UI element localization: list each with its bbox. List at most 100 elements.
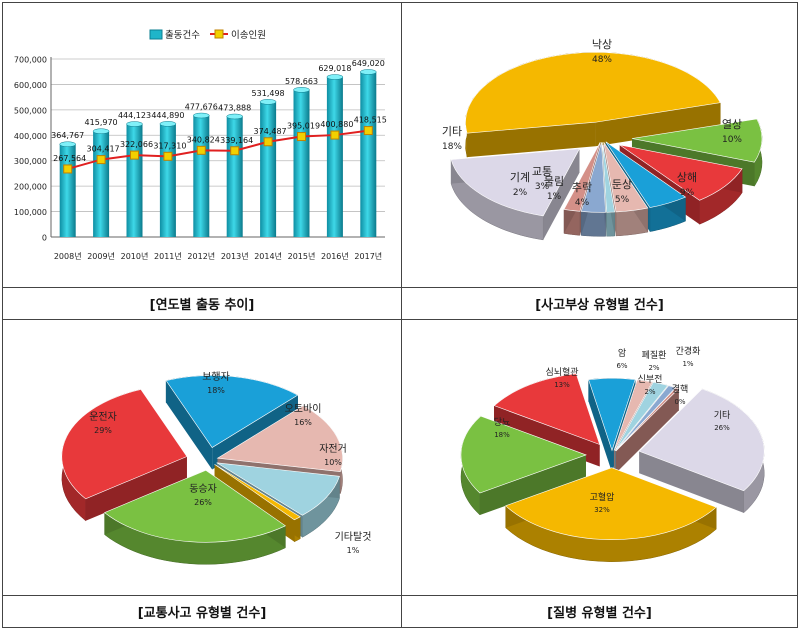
x-tick-label: 2009년	[87, 251, 115, 261]
pie-percent: 18%	[442, 142, 462, 152]
chart-traffic-types: 보행자 18% 오토바이 16% 자전거 10% 기타탈것 1% 동승자 26% 운전자 29%	[3, 320, 401, 595]
x-tick-label: 2008년	[54, 251, 82, 261]
pie-slice-face	[615, 388, 679, 473]
pie-percent: 3%	[535, 182, 550, 192]
line-value-label: 374,487	[254, 127, 287, 136]
bar-top	[226, 113, 243, 120]
bar-top	[293, 87, 310, 93]
pie-label: 동승자	[189, 483, 217, 495]
pie-percent: 18%	[207, 386, 225, 395]
pie-percent: 2%	[513, 188, 528, 198]
pie-percent: 10%	[324, 458, 342, 467]
pie-label: 기타	[714, 410, 731, 421]
pie-slice-1	[613, 379, 653, 451]
y-tick-label: 700,000	[14, 56, 47, 65]
bar-top	[193, 112, 210, 119]
pie-label: 폐질환	[642, 349, 667, 361]
pie-label: 둔상	[612, 178, 632, 191]
pie-slice-8	[493, 373, 601, 446]
pie-percent: 2%	[648, 364, 659, 372]
bar-dispatch	[260, 101, 277, 237]
caption-disease: [질병 유형별 건수]	[547, 606, 652, 621]
line-value-label: 395,019	[287, 122, 320, 131]
pie-percent: 48%	[592, 55, 612, 65]
line-marker	[297, 132, 306, 142]
pie-percent: 26%	[194, 498, 212, 507]
bar-value-label: 531,498	[252, 89, 285, 98]
pie-percent: 9%	[680, 188, 695, 198]
bar-dispatch	[326, 77, 343, 237]
pie-chart-traffic: 보행자 18% 오토바이 16% 자전거 10% 기타탈것 1% 동승자 26% 운전자 29%	[61, 371, 372, 565]
bar-value-label: 629,018	[318, 64, 351, 73]
pie-slice-6	[505, 467, 717, 540]
x-tick-label: 2011년	[154, 251, 182, 261]
grid-divider-vertical	[401, 3, 402, 627]
x-tick-label: 2014년	[254, 251, 282, 261]
pie-label: 물림	[544, 175, 564, 188]
pie-percent: 0%	[674, 398, 685, 406]
pie-label: 신부전	[638, 374, 663, 385]
pie-label: 자전거	[319, 443, 347, 455]
bar-value-label: 415,970	[85, 118, 118, 127]
pie-slice-0	[165, 375, 299, 448]
x-tick-label: 2017년	[354, 251, 382, 261]
pie-label: 상해	[677, 170, 697, 184]
pie-label: 기타탈것	[335, 530, 372, 543]
pie-slice-3	[214, 464, 301, 521]
line-value-label: 339,164	[220, 136, 253, 145]
pie-percent: 29%	[94, 426, 112, 435]
pie-label: 보행자	[202, 371, 230, 383]
grid-divider-row1	[3, 287, 797, 288]
pie-percent: 18%	[494, 431, 510, 439]
bar-top	[92, 128, 110, 134]
pie-label: 오토바이	[285, 403, 322, 415]
pie-slice-5	[61, 389, 188, 500]
y-tick-label: 200,000	[14, 183, 47, 192]
pie-label: 결핵	[672, 383, 689, 395]
line-value-label: 400,880	[320, 120, 353, 129]
y-tick-label: 500,000	[14, 106, 47, 115]
pie-label: 낙상	[592, 38, 612, 51]
bar-top	[326, 74, 344, 80]
line-value-label: 304,417	[87, 145, 120, 154]
pie-percent: 32%	[594, 506, 610, 514]
chart-disease-types: 암 6% 폐질환 2% 신부전 2% 간경화 1% 결핵 0% 기타 26% 고혈압 32% 당뇨 18% 심뇌…	[402, 320, 797, 595]
x-tick-label: 2013년	[221, 251, 249, 261]
pie-slice-0	[465, 52, 721, 134]
pie-slice-face	[588, 379, 612, 473]
pie-slice-6	[580, 142, 606, 213]
x-tick-label: 2010년	[121, 251, 149, 261]
y-tick-label: 0	[42, 234, 47, 243]
pie-label: 간경화	[676, 345, 701, 357]
pie-percent: 26%	[714, 424, 730, 432]
x-tick-label: 2012년	[187, 251, 215, 261]
pie-label: 암	[618, 347, 626, 359]
bar-dispatch	[226, 116, 243, 237]
line-marker	[230, 146, 240, 156]
pie-percent: 2%	[644, 388, 655, 396]
pie-slice-face	[85, 456, 187, 521]
pie-label: 당뇨	[494, 417, 511, 428]
pie-chart-injury: 낙상 48% 열상 10% 상해 9% 둔상 5% 추락 4% 물림 1% 교통 3% 기계 2% 기타 18%	[442, 38, 763, 241]
bar-dispatch	[360, 71, 377, 237]
pie-slice-2	[614, 381, 669, 451]
bar-value-label: 364,767	[51, 131, 84, 140]
pie-slice-2	[216, 462, 340, 516]
pie-percent: 10%	[722, 135, 742, 145]
legend-swatch-marker	[214, 29, 224, 39]
line-value-label: 340,824	[187, 135, 220, 144]
y-tick-label: 300,000	[14, 157, 47, 166]
grid-divider-middle	[3, 319, 797, 320]
chart-yearly-dispatch: 출동건수 이송인원 0 100,000 200,000 300,000 400,000 500…	[3, 3, 401, 287]
pie-label: 추락	[572, 181, 592, 194]
line-value-label: 418,515	[354, 116, 387, 125]
bar-dispatch	[193, 115, 210, 237]
pie-slice-8	[450, 148, 581, 217]
pie-label: 기타	[442, 125, 462, 138]
legend-swatch-bars	[149, 29, 163, 40]
pie-slice-2	[619, 144, 743, 201]
pie-percent: 1%	[682, 360, 693, 368]
pie-label: 고혈압	[590, 491, 615, 503]
bar-top	[259, 99, 277, 105]
bar-value-label: 578,663	[285, 77, 318, 86]
